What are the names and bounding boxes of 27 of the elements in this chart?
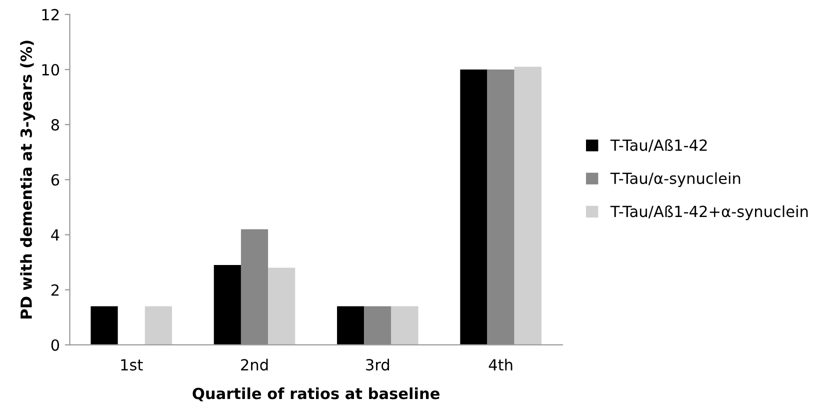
- bar: [514, 66, 542, 345]
- bar: [391, 306, 418, 345]
- bar: [460, 70, 488, 345]
- x-tick-label: 3rd: [366, 358, 389, 371]
- legend-label: T-Tau/α-synuclein: [610, 172, 740, 188]
- y-tick-label: 8: [51, 119, 60, 131]
- x-axis-title: Quartile of ratios at baseline: [192, 387, 440, 402]
- y-tick-label: 4: [51, 229, 60, 241]
- bar: [364, 306, 392, 345]
- legend-label: T-Tau/Aß1-42: [610, 139, 707, 152]
- bar: [90, 306, 118, 345]
- x-tick-label: 2nd: [241, 358, 268, 371]
- bar: [268, 268, 296, 345]
- legend-label: T-Tau/Aß1-42+α-synuclein: [610, 205, 808, 220]
- bar: [337, 306, 364, 345]
- y-tick-label: 0: [51, 339, 60, 351]
- x-tick-label: 4th: [488, 358, 512, 370]
- y-tick-label: 10: [42, 64, 60, 76]
- bar: [487, 70, 514, 345]
- y-tick-label: 6: [51, 174, 60, 186]
- y-axis-title: PD with dementia at 3-years (%): [20, 40, 36, 318]
- y-tick-label: 12: [42, 8, 59, 20]
- x-tick-label: 1st: [121, 359, 143, 371]
- bar: [214, 265, 241, 345]
- bar: [144, 306, 172, 345]
- bar: [240, 229, 268, 345]
- y-tick-label: 2: [51, 284, 59, 296]
